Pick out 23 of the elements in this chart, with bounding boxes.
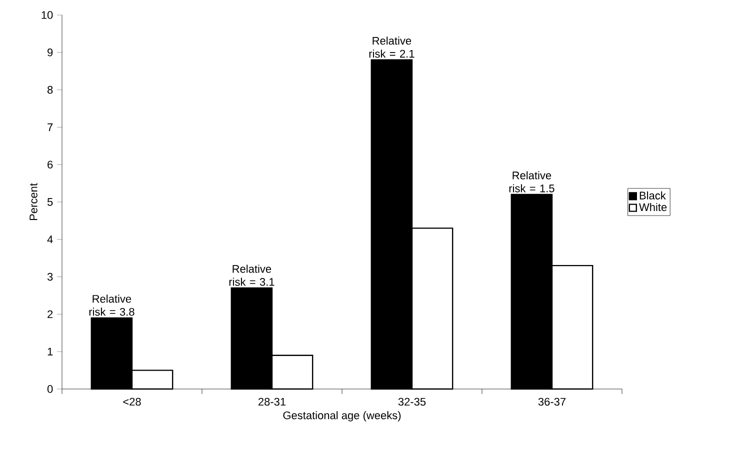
y-tick-label: 9: [48, 48, 53, 56]
y-tick-label: 7: [48, 123, 53, 131]
x-axis-title: Gestational age (weeks): [283, 411, 401, 422]
x-tick-label: 32-35: [398, 398, 426, 406]
annotation: Relative risk = 1.5: [509, 171, 554, 192]
y-tick-label: 8: [48, 86, 53, 94]
y-tick-label: 4: [47, 236, 53, 244]
y-tick-label: 2: [48, 310, 53, 318]
y-tick-label: 10: [42, 11, 53, 19]
y-tick-label: 3: [47, 272, 53, 281]
legend-label: White: [639, 202, 667, 212]
y-axis-title: Percent: [30, 183, 38, 220]
y-tick-label: 1: [48, 348, 53, 356]
annotation: Relative risk = 3.1: [229, 264, 274, 286]
y-tick-label: 5: [47, 198, 53, 206]
legend-label: Black: [640, 191, 666, 200]
x-tick-label: 28-31: [258, 398, 286, 406]
annotation: Relative risk = 2.1: [369, 36, 414, 58]
y-tick-label: 6: [48, 160, 53, 168]
x-tick-label: <28: [123, 398, 141, 406]
x-tick-label: 36-37: [538, 398, 566, 406]
y-tick-label: 0: [47, 385, 53, 393]
annotation: Relative risk = 3.8: [89, 294, 134, 316]
